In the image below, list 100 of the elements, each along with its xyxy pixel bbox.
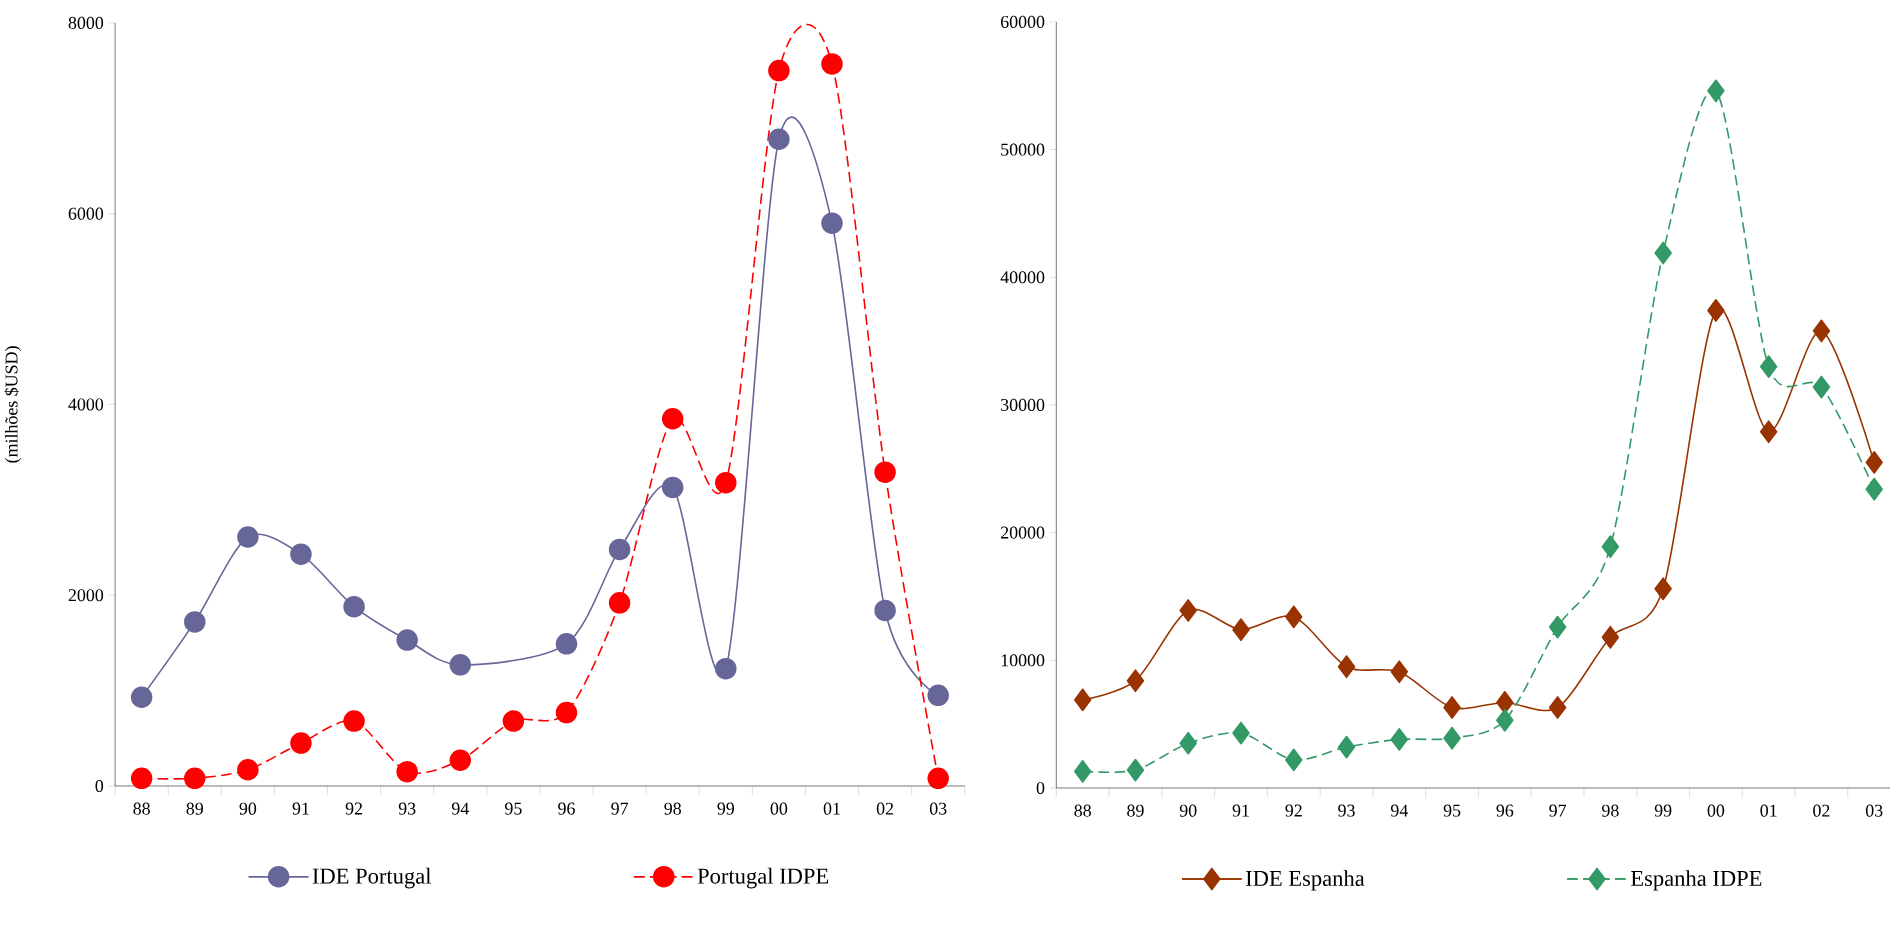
y-tick-label: 8000 <box>68 16 104 29</box>
y-tick-label: 40000 <box>1000 271 1045 284</box>
point <box>768 128 790 150</box>
point <box>1443 696 1461 719</box>
y-tick-label: 20000 <box>1001 526 1045 539</box>
point <box>874 461 896 483</box>
legend-label: IDE Espanha <box>1245 870 1365 891</box>
point <box>1601 535 1620 558</box>
point <box>1390 727 1409 751</box>
legend-label: Espanha IDPE <box>1630 870 1762 891</box>
y-tick-label: 30000 <box>1001 398 1045 411</box>
y-tick-label: 60000 <box>1000 15 1045 28</box>
point <box>1496 690 1514 714</box>
point <box>396 629 418 651</box>
legend-label: Portugal IDPE <box>697 867 829 889</box>
x-tick-label: 03 <box>1865 804 1883 817</box>
x-tick-label: 01 <box>823 802 840 815</box>
point <box>449 749 472 771</box>
y-tick-label: 50000 <box>1001 143 1045 156</box>
point <box>130 686 153 708</box>
x-tick-label: 97 <box>611 802 629 815</box>
point <box>1865 477 1883 501</box>
x-tick-label: 99 <box>1654 804 1672 817</box>
point <box>874 599 896 622</box>
x-tick-label: 98 <box>1602 804 1619 817</box>
point <box>1285 605 1303 629</box>
legend-label: IDE Portugal <box>312 867 432 889</box>
point <box>1179 731 1197 755</box>
point <box>1073 688 1092 712</box>
point <box>1496 708 1514 732</box>
point <box>1232 721 1250 745</box>
x-tick-label: 00 <box>1707 804 1725 817</box>
x-tick-label: 03 <box>929 802 947 815</box>
point <box>343 595 365 618</box>
y-axis-title: (milhões $USD) <box>4 346 22 463</box>
point <box>608 538 631 561</box>
x-tick-label: 91 <box>1232 804 1249 817</box>
y-tick-label: 2000 <box>68 589 104 602</box>
point <box>130 767 153 789</box>
point <box>927 767 949 789</box>
x-tick-label: 94 <box>451 802 469 815</box>
x-tick-label: 95 <box>505 802 522 815</box>
point <box>343 710 365 732</box>
x-tick-label: 88 <box>1074 804 1091 817</box>
point <box>1654 241 1672 265</box>
point <box>1337 735 1356 759</box>
point <box>1443 726 1461 750</box>
point <box>1601 625 1620 649</box>
point <box>1073 759 1092 783</box>
point <box>768 59 790 82</box>
point <box>821 53 843 75</box>
point <box>1865 450 1883 474</box>
point <box>1179 598 1197 622</box>
point <box>1707 79 1725 103</box>
x-tick-label: 88 <box>133 802 150 815</box>
point <box>184 767 206 789</box>
point <box>661 476 684 499</box>
point <box>1759 355 1778 378</box>
x-tick-label: 96 <box>558 802 575 815</box>
y-tick-label: 0 <box>95 779 104 792</box>
point <box>184 611 206 633</box>
point <box>608 591 631 614</box>
x-tick-label: 91 <box>292 802 309 815</box>
point <box>1654 577 1672 601</box>
x-tick-label: 92 <box>1285 804 1302 817</box>
point <box>290 732 312 754</box>
point <box>502 710 525 732</box>
point <box>290 543 312 565</box>
x-tick-label: 02 <box>1813 804 1830 817</box>
y-tick-label: 0 <box>1036 781 1045 794</box>
point <box>1759 420 1778 444</box>
x-tick-label: 96 <box>1496 804 1514 817</box>
y-tick-label: 6000 <box>68 207 104 220</box>
x-tick-label: 90 <box>239 802 257 815</box>
point <box>555 701 578 724</box>
point <box>237 758 259 781</box>
point <box>715 657 737 680</box>
x-tick-label: 89 <box>1127 804 1144 817</box>
x-tick-label: 89 <box>186 802 203 815</box>
point <box>927 684 949 707</box>
point <box>449 654 472 676</box>
x-tick-label: 01 <box>1760 804 1777 817</box>
x-tick-label: 93 <box>1338 804 1355 817</box>
point <box>661 407 684 430</box>
y-tick-label: 4000 <box>68 398 104 411</box>
point <box>1126 669 1145 693</box>
point <box>1337 655 1356 678</box>
point <box>237 526 259 548</box>
x-tick-label: 99 <box>717 802 735 815</box>
point <box>715 471 737 494</box>
point <box>1548 696 1567 719</box>
point <box>1232 618 1250 641</box>
y-tick-label: 10000 <box>1001 654 1045 667</box>
x-tick-label: 92 <box>345 802 363 815</box>
point <box>1285 748 1303 772</box>
point <box>1548 615 1567 639</box>
x-tick-label: 97 <box>1549 804 1567 817</box>
point <box>396 760 418 783</box>
x-tick-label: 95 <box>1443 804 1461 817</box>
point <box>1390 660 1409 684</box>
